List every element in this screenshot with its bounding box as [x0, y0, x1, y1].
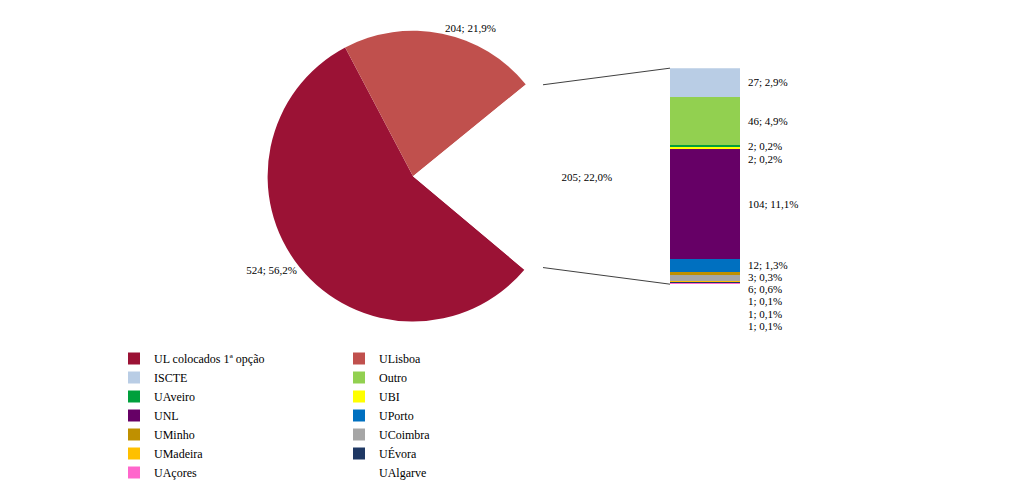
svg-text:UAveiro: UAveiro — [154, 390, 195, 404]
svg-text:UL colocados 1ª opção: UL colocados 1ª opção — [154, 352, 265, 366]
svg-text:UÉvora: UÉvora — [379, 447, 417, 461]
svg-text:46; 4,9%: 46; 4,9% — [748, 115, 788, 127]
svg-text:UBI: UBI — [379, 390, 400, 404]
svg-text:UAlgarve: UAlgarve — [379, 466, 426, 480]
svg-text:12; 1,3%: 12; 1,3% — [748, 259, 788, 271]
svg-text:1; 0,1%: 1; 0,1% — [748, 295, 782, 307]
svg-text:Outro: Outro — [379, 371, 407, 385]
svg-text:2; 0,2%: 2; 0,2% — [748, 153, 782, 165]
svg-text:UAçores: UAçores — [154, 466, 197, 480]
svg-text:524; 56,2%: 524; 56,2% — [246, 264, 297, 276]
svg-text:1; 0,1%: 1; 0,1% — [748, 308, 782, 320]
svg-text:1; 0,1%: 1; 0,1% — [748, 320, 782, 332]
svg-text:ISCTE: ISCTE — [154, 371, 187, 385]
svg-text:UPorto: UPorto — [379, 409, 414, 423]
svg-text:UNL: UNL — [154, 409, 179, 423]
svg-text:2; 0,2%: 2; 0,2% — [748, 140, 782, 152]
svg-text:6; 0,6%: 6; 0,6% — [748, 283, 782, 295]
svg-text:3; 0,3%: 3; 0,3% — [748, 271, 782, 283]
svg-text:ULisboa: ULisboa — [379, 352, 421, 366]
svg-text:UMadeira: UMadeira — [154, 447, 203, 461]
svg-text:27; 2,9%: 27; 2,9% — [748, 76, 788, 88]
svg-text:104; 11,1%: 104; 11,1% — [748, 198, 798, 210]
svg-text:204; 21,9%: 204; 21,9% — [445, 22, 496, 34]
svg-text:205; 22,0%: 205; 22,0% — [561, 171, 612, 183]
svg-text:UMinho: UMinho — [154, 428, 195, 442]
svg-text:UCoimbra: UCoimbra — [379, 428, 430, 442]
